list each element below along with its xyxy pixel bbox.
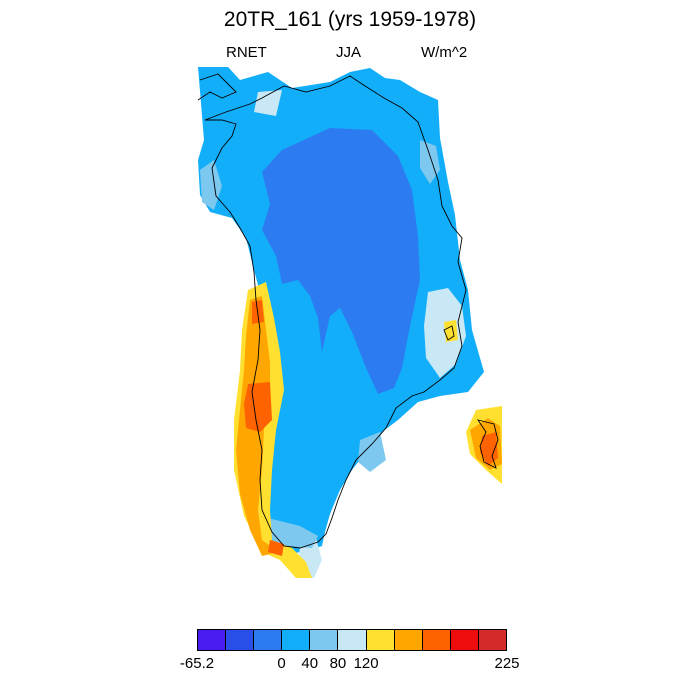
east-coast-yellow-patch — [444, 320, 458, 342]
colorbar-swatch — [450, 630, 479, 650]
west-coast-red-orange-2 — [268, 540, 284, 556]
coastline — [197, 73, 499, 549]
variable-label: RNET — [226, 44, 267, 61]
island-red — [480, 432, 498, 466]
colorbar-swatch — [226, 630, 255, 650]
units-label: W/m^2 — [421, 44, 468, 61]
colorbar-swatch — [394, 630, 423, 650]
light-patch-nw — [200, 160, 222, 210]
ice-field-interior — [262, 128, 420, 394]
colorbar-swatch — [478, 630, 507, 650]
colorbar-swatch — [338, 630, 367, 650]
colorbar-swatch — [366, 630, 395, 650]
light-patch-ne — [420, 140, 440, 184]
season-label: JJA — [336, 44, 362, 61]
colorbar-swatch — [422, 630, 451, 650]
map-title: 20TR_161 (yrs 1959-1978) — [223, 8, 477, 31]
colorbar-tick-label: 120 — [353, 655, 379, 672]
colorbar-tick-label: 80 — [329, 655, 347, 672]
colorbar-tick-label: 0 — [277, 655, 286, 672]
colorbar-tick-label: 40 — [301, 655, 319, 672]
colorbar — [197, 629, 507, 651]
colorbar-labels: -65.2 0 40 80 120 225 — [0, 655, 700, 675]
colorbar-tick-label: 225 — [494, 655, 520, 672]
light-patch-se — [358, 432, 386, 472]
colorbar-swatch — [254, 630, 283, 650]
colorbar-swatch — [282, 630, 311, 650]
west-coast-red-orange — [244, 382, 272, 432]
colorbar-tick-label: -65.2 — [179, 655, 215, 672]
colorbar-swatch — [198, 630, 227, 650]
pale-patch-ne — [254, 90, 282, 116]
colorbar-swatch — [310, 630, 339, 650]
